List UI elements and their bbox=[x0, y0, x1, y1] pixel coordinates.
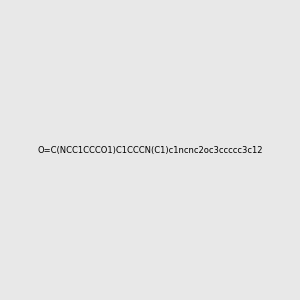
Text: O=C(NCC1CCCO1)C1CCCN(C1)c1ncnc2oc3ccccc3c12: O=C(NCC1CCCO1)C1CCCN(C1)c1ncnc2oc3ccccc3… bbox=[37, 146, 263, 154]
